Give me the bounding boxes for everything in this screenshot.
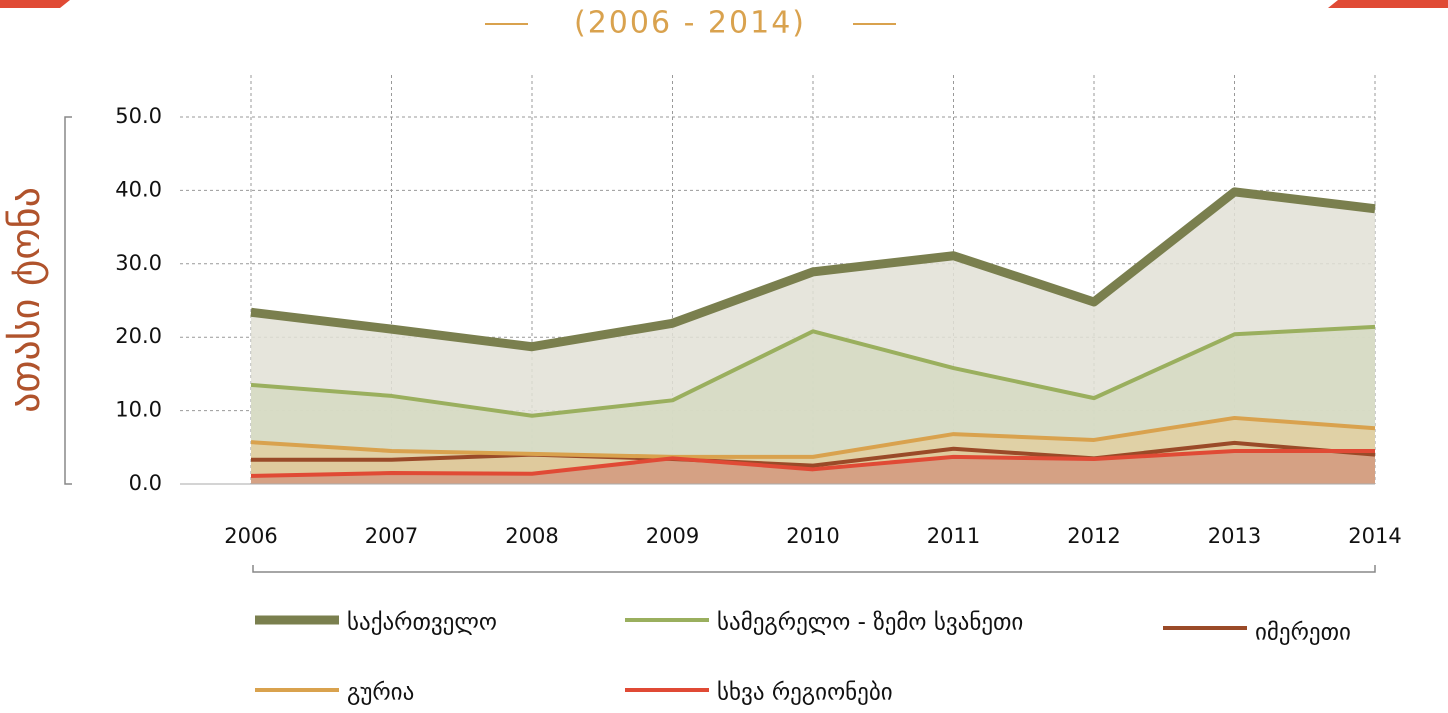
legend-label: გურია: [347, 680, 414, 706]
x-tick-label: 2010: [786, 524, 839, 548]
legend-label: სამეგრელო - ზემო სვანეთი: [717, 610, 1023, 636]
y-axis-label: ათასი ტონა: [3, 187, 49, 413]
y-tick-label: 50.0: [115, 104, 162, 128]
x-tick-label: 2013: [1208, 524, 1261, 548]
legend-label: იმერეთი: [1255, 620, 1351, 646]
x-bracket: [252, 565, 1376, 573]
chart-title: (2006 - 2014): [574, 6, 806, 41]
x-tick-label: 2009: [646, 524, 699, 548]
legend-label: საქართველო: [347, 610, 497, 636]
y-tick-label: 20.0: [115, 324, 162, 348]
series-line: [250, 324, 1376, 418]
corner-decoration: [1328, 0, 1448, 8]
y-tick-label: 10.0: [115, 398, 162, 422]
y-tick-label: 30.0: [115, 251, 162, 275]
x-tick-label: 2008: [505, 524, 558, 548]
x-tick-label: 2006: [224, 524, 277, 548]
x-tick-label: 2011: [927, 524, 980, 548]
legend-label: სხვა რეგიონები: [717, 680, 893, 706]
x-tick-label: 2012: [1067, 524, 1120, 548]
series-line: [250, 415, 1376, 459]
series-line: [250, 448, 1375, 478]
y-bracket: [64, 116, 72, 485]
series-line: [250, 187, 1376, 352]
x-tick-label: 2014: [1348, 524, 1401, 548]
y-tick-label: 40.0: [115, 177, 162, 201]
x-tick-label: 2007: [365, 524, 418, 548]
series-line: [251, 440, 1376, 468]
y-tick-label: 0.0: [129, 471, 162, 495]
corner-decoration: [0, 0, 70, 8]
